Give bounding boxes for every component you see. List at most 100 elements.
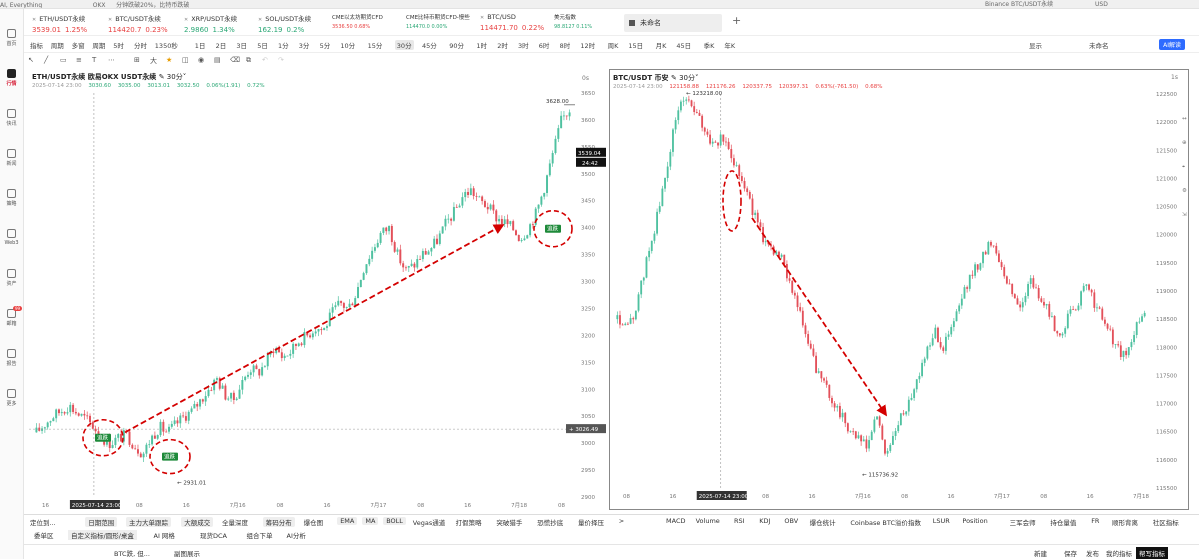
indicator-item[interactable]: LSUR <box>932 517 950 525</box>
chart-tool-icon[interactable]: ⇲ <box>1182 211 1187 218</box>
ticker-item[interactable]: BTC/USDT永续 114420.70.23% <box>108 13 168 34</box>
indicator-item[interactable]: 主力大单跟踪 <box>126 517 171 527</box>
right-chart-interval[interactable]: 30分 <box>679 74 696 82</box>
sidebar-item[interactable]: 更多 <box>0 389 23 407</box>
interval-item[interactable]: 30分 <box>394 40 414 50</box>
bottom-action-button[interactable]: 新建 <box>1034 550 1047 558</box>
chart-tool-icon[interactable]: ⚙ <box>1182 188 1187 194</box>
undo-icon[interactable]: ↶ <box>262 56 268 64</box>
interval-item[interactable]: 15日 <box>628 42 644 50</box>
interval-item[interactable]: 3日 <box>236 42 248 50</box>
command-item[interactable]: 组合下单 <box>246 532 273 540</box>
sidebar-item[interactable]: 新闻 <box>0 149 23 167</box>
left-candle-chart[interactable]: 2900 2950 3000 3050 3100 3150 3200 3250 3300 3350… <box>29 69 607 510</box>
interval-item[interactable]: 15分 <box>367 42 383 50</box>
cursor-icon[interactable]: ↖ <box>28 56 34 64</box>
ticker-item[interactable]: 美元指数 98.8127 0.11% <box>554 13 592 30</box>
interval-item[interactable]: 3时 <box>518 42 529 50</box>
measure-icon[interactable]: ⊞ <box>134 56 140 64</box>
sidebar-item[interactable]: 邮箱 99 <box>0 306 23 327</box>
topstrip-item[interactable]: USD <box>1095 1 1108 8</box>
indicator-item[interactable]: BOLL <box>383 517 406 525</box>
indicator-item[interactable]: 突破猎手 <box>496 519 523 527</box>
delete-icon[interactable]: ⌫ <box>230 56 240 64</box>
tab-unnamed[interactable]: 未命名 <box>624 14 722 32</box>
sidebar-item[interactable]: Web3 <box>0 229 23 246</box>
ticker-item[interactable]: ETH/USDT永续 3539.011.25% <box>32 13 87 34</box>
interval-item[interactable]: 5日 <box>257 42 268 50</box>
text-icon[interactable]: T <box>92 56 97 64</box>
interval-item[interactable]: 多窗 <box>71 42 85 50</box>
bottom-action-button[interactable]: 我的指标 <box>1106 550 1132 558</box>
ticker-item[interactable]: CME以太坊期货CFD 3536.50 0.68% <box>332 13 383 30</box>
redo-icon[interactable]: ↷ <box>278 56 284 64</box>
signal-badge[interactable] <box>545 224 561 233</box>
command-item[interactable]: AI分析 <box>286 532 306 540</box>
bottom-action-button[interactable]: 帮写指标 <box>1136 547 1168 559</box>
signal-badge[interactable] <box>162 452 178 461</box>
indicator-item[interactable]: 大额成交 <box>181 517 214 527</box>
interval-item[interactable]: 指标 <box>30 42 43 50</box>
interval-item[interactable]: 1分 <box>278 42 289 50</box>
interval-item[interactable]: 5分 <box>319 42 331 50</box>
right-chart-pane[interactable]: BTC/USDT 币安 ✎ 30分˅ 2025-07-14 23:00 1211… <box>609 69 1189 510</box>
interval-item[interactable]: 周期 <box>50 42 64 50</box>
indicator-item[interactable]: 全量深度 <box>222 519 248 527</box>
indicator-item[interactable]: Vegas通道 <box>412 519 446 527</box>
indicator-item[interactable]: 顺形背离 <box>1112 519 1138 527</box>
interval-item[interactable]: 周期 <box>92 42 106 50</box>
interval-item[interactable]: 8时 <box>559 42 571 50</box>
copy-icon[interactable]: ⧉ <box>246 56 251 64</box>
chart-tool-icon[interactable]: ⌖ <box>1182 164 1185 170</box>
interval-item[interactable]: 90分 <box>449 42 464 50</box>
layout-name[interactable]: 未命名 <box>1089 42 1109 50</box>
ticker-item[interactable]: BTC/USD 114471.700.22% <box>480 13 544 32</box>
interval-item[interactable]: 1350秒 <box>154 42 178 50</box>
indicator-item[interactable]: 筹码分布 <box>262 517 295 527</box>
interval-item[interactable]: 5时 <box>113 42 124 50</box>
indicator-item[interactable]: Coinbase BTC溢价指数 <box>850 519 921 527</box>
topstrip-item[interactable]: Binance BTC/USDT永续 <box>985 1 1054 8</box>
chart-tool-icon[interactable]: ↔ <box>1182 116 1187 122</box>
script-tab[interactable]: BTC跌, 但... <box>114 550 150 558</box>
right-candle-chart[interactable]: 115500 116000 116500 117000 117500 118000 1185… <box>610 70 1190 511</box>
subchart-display[interactable]: 副图展示 <box>174 550 200 558</box>
signal-badge[interactable] <box>95 433 111 442</box>
indicator-item[interactable]: KDJ <box>759 517 771 525</box>
draw-line-icon[interactable]: ╱ <box>44 56 49 64</box>
interval-item[interactable]: 45日 <box>676 42 692 50</box>
interval-item[interactable]: 分时 <box>134 42 147 50</box>
left-chart-interval[interactable]: 30分 <box>166 73 183 81</box>
interval-item[interactable]: 6时 <box>538 42 550 50</box>
sidebar-item[interactable]: 报告 <box>0 349 23 367</box>
ai-interpret-button[interactable]: AI解读 <box>1159 39 1185 50</box>
chart-tool-icon[interactable]: ⊕ <box>1182 140 1187 146</box>
edit-icon[interactable]: ✎ <box>158 73 167 81</box>
draw-shape-icon[interactable]: ▭ <box>60 56 67 64</box>
interval-item[interactable]: 45分 <box>422 42 437 50</box>
magnet-icon[interactable]: ◫ <box>182 56 189 64</box>
add-tab-button[interactable]: + <box>732 14 742 27</box>
command-item[interactable]: AI 网格 <box>153 532 175 540</box>
bottom-action-button[interactable]: 发布 <box>1086 550 1099 558</box>
interval-item[interactable]: 周K <box>607 42 619 50</box>
interval-item[interactable]: 10分 <box>340 42 356 50</box>
indicator-item[interactable]: 社区指标 <box>1152 519 1179 527</box>
interval-item[interactable]: 1时 <box>476 42 488 50</box>
sidebar-item[interactable]: 行情 <box>0 69 23 87</box>
indicator-item[interactable]: FR <box>1091 517 1100 525</box>
indicator-item[interactable]: 三军会师 <box>1009 519 1036 527</box>
indicator-item[interactable]: 爆仓图 <box>303 519 324 527</box>
indicator-item[interactable]: OBV <box>784 517 799 525</box>
left-chart-pane[interactable]: ETH/USDT永续 欧易OKX USDT永续 ✎ 30分˅ 2025-07-1… <box>29 69 607 510</box>
highlight-icon[interactable]: ★ <box>166 56 173 64</box>
sidebar-item[interactable]: 快讯 <box>0 109 23 127</box>
indicator-item[interactable]: Volume <box>695 517 720 525</box>
indicator-item[interactable]: > <box>618 517 625 525</box>
lock-icon[interactable]: ▤ <box>214 56 221 64</box>
sidebar-item[interactable]: 首页 <box>0 29 23 47</box>
interval-item[interactable]: 1日 <box>194 42 206 50</box>
command-item[interactable]: 现货DCA <box>200 532 227 540</box>
left-chart-title[interactable]: ETH/USDT永续 欧易OKX USDT永续 ✎ 30分˅ <box>32 72 186 82</box>
